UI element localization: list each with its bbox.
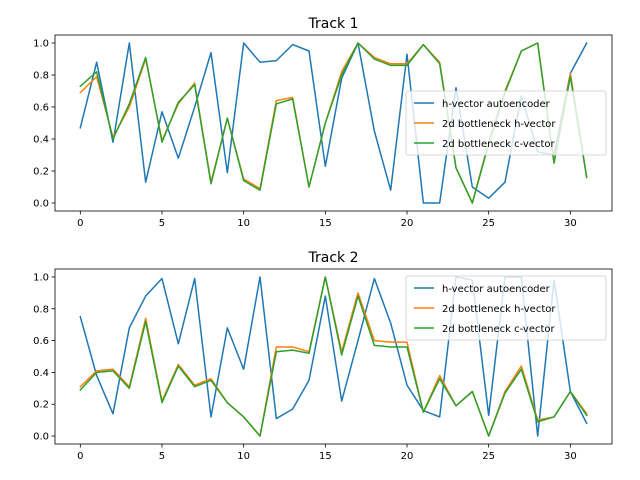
x-axis: 0 5 10 15 20 25 30	[77, 211, 577, 229]
x-tick-label: 30	[564, 218, 577, 229]
y-tick-label: 0.2	[33, 167, 49, 178]
y-tick-label: 0.6	[33, 336, 49, 347]
y-tick-label: 0.2	[33, 400, 49, 411]
x-tick-label: 25	[482, 451, 495, 462]
x-tick-label: 20	[401, 218, 414, 229]
x-axis: 0 5 10 15 20 25 30	[77, 444, 577, 462]
x-tick-label: 5	[159, 218, 165, 229]
x-tick-label: 10	[237, 218, 250, 229]
legend-label-3: 2d bottleneck c-vector	[442, 324, 556, 335]
series-line-1	[79, 41, 588, 204]
x-tick-label: 20	[401, 451, 414, 462]
legend-frame	[405, 90, 607, 156]
y-tick-label: 0.0	[33, 432, 49, 443]
legend-label-2: 2d bottleneck h-vector	[442, 304, 556, 315]
x-tick-label: 15	[319, 451, 332, 462]
y-axis: 0.0 0.2 0.4 0.6 0.8 1.0	[33, 272, 55, 443]
y-tick-label: 0.4	[33, 135, 49, 146]
series-line-3	[79, 276, 588, 437]
legend: h-vector autoencoder 2d bottleneck h-vect…	[405, 275, 607, 341]
subplot-title: Track 2	[308, 250, 359, 266]
y-tick-label: 0.8	[33, 71, 49, 82]
y-tick-label: 0.8	[33, 304, 49, 315]
subplot-track-2: Track 2 0 5 10 15 20 25 30 0.00.20.40.60.81.0 …	[33, 250, 613, 462]
legend: h-vector autoencoder 2d bottleneck h-vect…	[405, 90, 607, 156]
x-tick-label: 10	[237, 451, 250, 462]
x-tick-label: 30	[564, 451, 577, 462]
x-tick-label: 5	[159, 451, 165, 462]
legend-label-1: h-vector autoencoder	[442, 284, 551, 295]
x-tick-label: 15	[319, 218, 332, 229]
x-tick-label: 25	[482, 218, 495, 229]
legend-label-2: 2d bottleneck h-vector	[442, 119, 556, 130]
x-tick-label: 0	[77, 218, 83, 229]
y-tick-label: 0.6	[33, 103, 49, 114]
y-tick-label: 0.4	[33, 368, 49, 379]
legend-label-3: 2d bottleneck c-vector	[442, 139, 556, 150]
y-tick-label: 1.0	[33, 272, 49, 283]
legend-label-1: h-vector autoencoder	[442, 99, 551, 110]
y-tick-label: 0.0	[33, 199, 49, 210]
axes-frame	[54, 268, 613, 445]
y-tick-label: 1.0	[33, 39, 49, 50]
legend-frame	[405, 275, 607, 341]
y-axis: 0.0 0.2 0.4 0.6 0.8 1.0	[33, 39, 55, 210]
subplot-title: Track 1	[308, 16, 359, 32]
x-tick-label: 0	[77, 451, 83, 462]
axes-frame	[54, 34, 613, 212]
subplot-track-1: Track 1 0 5 10 15 20 25 30 0.00.20.40.60.81.0 …	[33, 16, 613, 229]
